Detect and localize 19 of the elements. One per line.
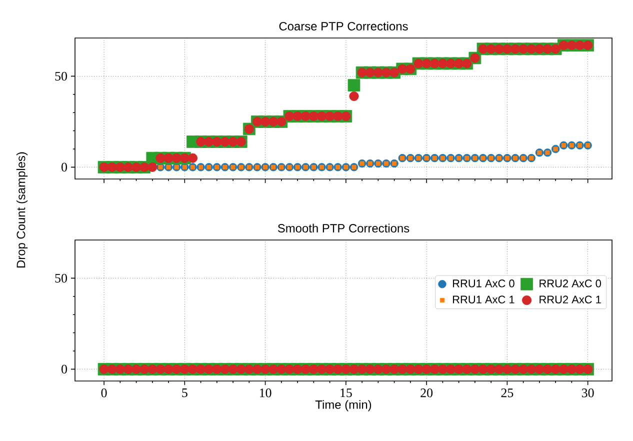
legend-label: RRU2 AxC 1	[540, 296, 601, 304]
x-axis-title: Time (min)	[315, 400, 372, 412]
x-tick-label: 20	[420, 388, 433, 398]
x-tick-label: 15	[340, 388, 352, 398]
y-axis-title: Drop Count (samples)	[16, 152, 28, 268]
y-tick-label: 0	[62, 162, 68, 172]
x-tick-label: 0	[101, 388, 107, 398]
y-tick-label: 0	[62, 364, 68, 374]
x-tick-label: 5	[182, 388, 188, 398]
legend-label: RRU1 AxC 1	[453, 296, 514, 304]
legend-label: RRU2 AxC 0	[540, 280, 602, 288]
y-tick-label: 50	[55, 72, 68, 81]
x-tick-label: 25	[501, 388, 514, 398]
y-tick-label: 50	[55, 274, 68, 283]
chart-title: Coarse PTP Corrections	[279, 22, 408, 30]
x-tick-label: 30	[582, 388, 594, 398]
legend-label: RRU1 AxC 0	[453, 280, 514, 288]
x-tick-label: 10	[260, 388, 272, 398]
chart-title: Smooth PTP Corrections	[278, 224, 410, 232]
